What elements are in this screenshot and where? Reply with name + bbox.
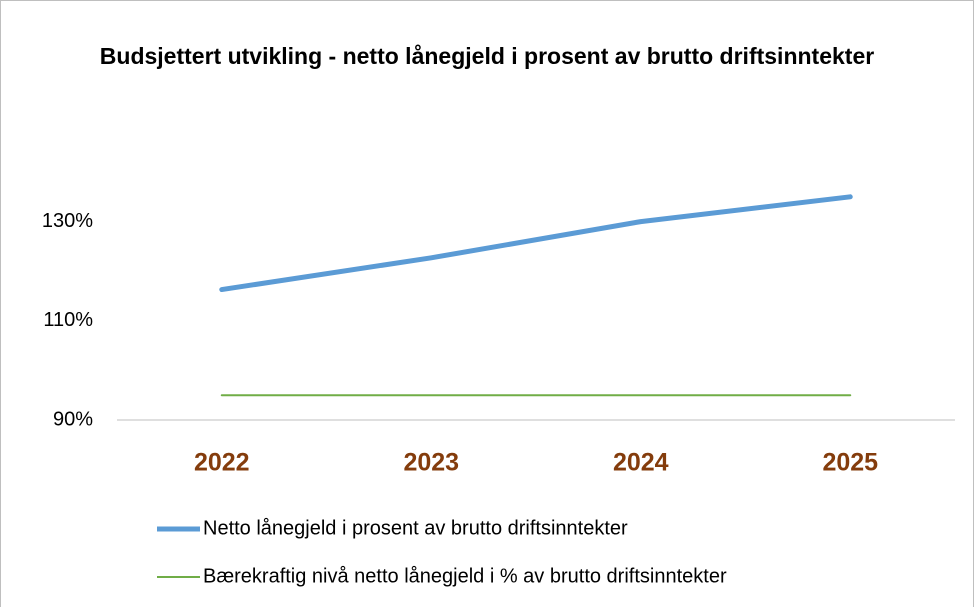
data-line <box>219 194 853 293</box>
chart-title: Budsjettert utvikling - netto lånegjeld … <box>99 43 875 69</box>
legend-label: Bærekraftig nivå netto lånegjeld i % av … <box>203 565 727 587</box>
x-tick-label: 2024 <box>613 449 669 477</box>
y-tick-label: 130% <box>42 210 93 232</box>
legend-label: Netto lånegjeld i prosent av brutto drif… <box>203 517 628 539</box>
x-tick-label: 2023 <box>403 449 459 477</box>
x-tick-label: 2025 <box>822 449 878 477</box>
x-tick-label: 2022 <box>194 449 250 477</box>
y-tick-label: 90% <box>53 408 93 430</box>
y-tick-label: 110% <box>43 309 93 331</box>
